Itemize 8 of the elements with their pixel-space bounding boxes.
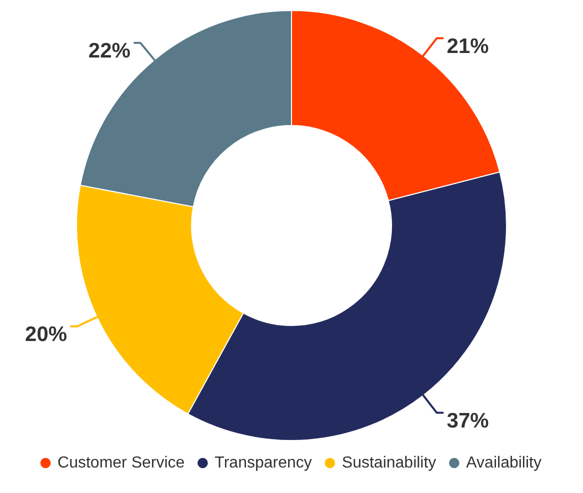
data-label: 22%	[88, 40, 131, 63]
legend-label: Customer Service	[58, 454, 185, 472]
data-label: 21%	[446, 35, 490, 58]
legend-label: Availability	[466, 454, 542, 472]
data-label: 20%	[25, 323, 68, 346]
legend-label: Sustainability	[342, 454, 436, 472]
legend-label: Transparency	[214, 454, 312, 472]
data-label: 37%	[446, 410, 490, 433]
